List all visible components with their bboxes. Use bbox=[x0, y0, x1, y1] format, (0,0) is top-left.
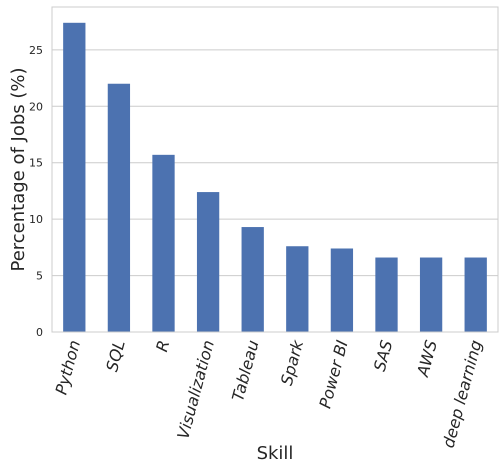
bar-deep-learning bbox=[464, 257, 487, 332]
bar-aws bbox=[419, 257, 443, 332]
x-axis-label: Skill bbox=[257, 443, 294, 464]
x-tick-label: SAS bbox=[370, 338, 396, 373]
bar-python bbox=[63, 22, 86, 332]
y-axis-label: Percentage of Jobs (%) bbox=[8, 67, 29, 271]
y-tick-label: 15 bbox=[29, 157, 43, 170]
x-tick-label: Spark bbox=[277, 337, 307, 387]
y-tick-label: 5 bbox=[36, 270, 43, 283]
x-tick-labels: Python SQL R Visualization Tableau Spark Power… bbox=[51, 337, 485, 449]
y-tick-label: 10 bbox=[29, 213, 43, 226]
bars-group bbox=[63, 22, 487, 332]
x-tick-label: Python bbox=[51, 338, 84, 396]
bar-r bbox=[152, 154, 175, 332]
y-tick-label: 20 bbox=[29, 100, 43, 113]
bar-sql bbox=[107, 83, 131, 332]
bar-power-bi bbox=[330, 248, 354, 332]
x-tick-label: Tableau bbox=[228, 338, 262, 403]
y-tick-label: 0 bbox=[36, 326, 43, 339]
x-tick-label: R bbox=[152, 338, 173, 354]
y-tick-labels: 0 5 10 15 20 25 bbox=[29, 44, 43, 339]
x-tick-label: deep learning bbox=[439, 338, 486, 450]
x-tick-label: Power BI bbox=[315, 338, 351, 411]
x-tick-label: AWS bbox=[413, 338, 441, 379]
bar-sas bbox=[375, 257, 398, 332]
bar-tableau bbox=[241, 227, 264, 332]
x-tick-label: SQL bbox=[102, 338, 129, 374]
y-tick-label: 25 bbox=[29, 44, 43, 57]
plot-frame bbox=[51, 6, 499, 333]
bar-spark bbox=[286, 246, 309, 332]
x-tick-label: Visualization bbox=[173, 338, 218, 441]
bar-visualization bbox=[196, 192, 220, 332]
